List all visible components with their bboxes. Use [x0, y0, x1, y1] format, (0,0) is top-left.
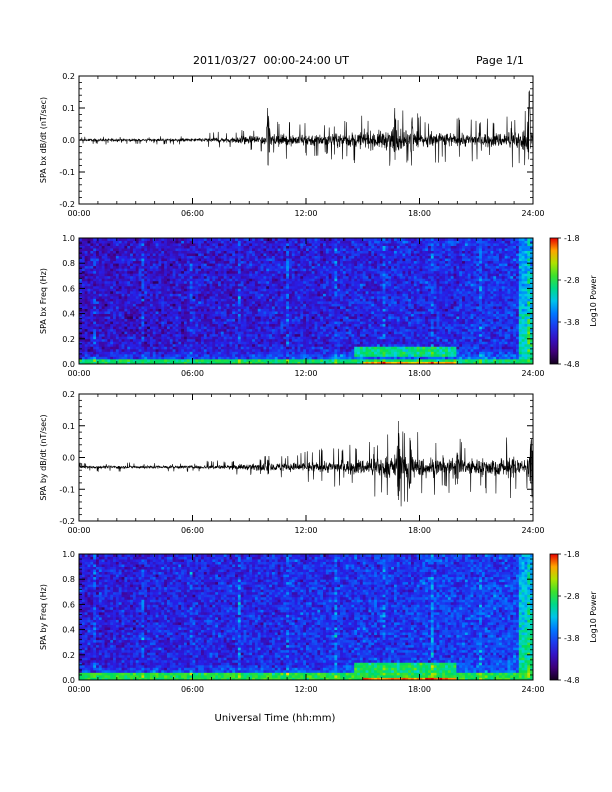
colorbar-label: Log10 Power [589, 275, 598, 327]
y-tick-label: -0.2 [59, 517, 75, 526]
y-tick-label: 0.0 [62, 136, 75, 145]
x-tick-label: 18:00 [408, 526, 431, 535]
spectrogram-cells [79, 554, 534, 681]
figure-title: 2011/03/27 00:00-24:00 UT [193, 54, 350, 67]
x-tick-label: 18:00 [408, 369, 431, 378]
x-tick-label: 12:00 [294, 209, 317, 218]
y-axis-label: SPA bx Freq (Hz) [39, 268, 48, 334]
y-tick-label: 0.6 [62, 284, 75, 293]
colorbar-tick-label: -2.8 [564, 592, 580, 601]
x-tick-label: 00:00 [67, 209, 90, 218]
x-tick-label: 00:00 [67, 685, 90, 694]
colorbar-tick-label: -3.8 [564, 634, 580, 643]
x-tick-label: 18:00 [408, 209, 431, 218]
page-indicator: Page 1/1 [476, 54, 524, 67]
panel-1: 00:00 06:00 12:00 18:00 24:00 -0.2 -0.1 0.0 0.1 0… [39, 72, 545, 218]
y-tick-label: 0.2 [62, 651, 75, 660]
y-tick-label: 1.0 [62, 234, 75, 243]
y-tick-label: 0.2 [62, 390, 75, 399]
x-tick-label: 06:00 [181, 209, 204, 218]
y-tick-label: -0.1 [59, 485, 75, 494]
spectrogram-cells [79, 238, 534, 365]
panel-3: 00:00 06:00 12:00 18:00 24:00 -0.2 -0.1 0.0 0.1 0… [39, 390, 545, 535]
x-tick-label: 06:00 [181, 369, 204, 378]
y-tick-label: 0.4 [62, 626, 75, 635]
x-tick-label: 18:00 [408, 685, 431, 694]
x-tick-label: 12:00 [294, 526, 317, 535]
y-axis-label: SPA by dB/dt (nT/sec) [39, 414, 48, 500]
y-axis-label: SPA by Freq (Hz) [39, 584, 48, 650]
x-tick-label: 24:00 [521, 369, 544, 378]
colorbar-label: Log10 Power [589, 591, 598, 643]
x-tick-label: 06:00 [181, 685, 204, 694]
x-tick-label: 00:00 [67, 526, 90, 535]
colorbar-tick-label: -1.8 [564, 234, 580, 243]
y-axis-label: SPA bx dB/dt (nT/sec) [39, 97, 48, 183]
y-tick-label: 0.1 [62, 422, 75, 431]
x-tick-label: 06:00 [181, 526, 204, 535]
colorbar [549, 237, 559, 365]
panel-4: -1.8 -2.8 -3.8 -4.8 Log10 Power 00:00 06:00 12:… [39, 550, 598, 694]
y-tick-label: 0.0 [62, 360, 75, 369]
x-tick-label: 24:00 [521, 526, 544, 535]
x-axis-label: Universal Time (hh:mm) [215, 713, 336, 724]
y-tick-label: -0.1 [59, 168, 75, 177]
y-tick-label: 0.8 [62, 259, 75, 268]
colorbar-tick-label: -1.8 [564, 550, 580, 559]
x-tick-label: 00:00 [67, 369, 90, 378]
x-tick-label: 24:00 [521, 685, 544, 694]
x-tick-label: 24:00 [521, 209, 544, 218]
y-tick-label: 0.8 [62, 575, 75, 584]
y-tick-label: -0.2 [59, 200, 75, 209]
colorbar-tick-label: -4.8 [564, 360, 580, 369]
colorbar [549, 553, 559, 681]
y-tick-label: 0.6 [62, 600, 75, 609]
y-tick-label: 0.1 [62, 104, 75, 113]
colorbar-tick-label: -2.8 [564, 276, 580, 285]
y-tick-label: 1.0 [62, 550, 75, 559]
colorbar-tick-label: -4.8 [564, 676, 580, 685]
y-tick-label: 0.2 [62, 72, 75, 81]
x-tick-label: 12:00 [294, 369, 317, 378]
y-tick-label: 0.2 [62, 335, 75, 344]
y-tick-label: 0.4 [62, 310, 75, 319]
colorbar-tick-label: -3.8 [564, 318, 580, 327]
signal-trace [78, 90, 534, 168]
panel-2: -1.8 -2.8 -3.8 -4.8 Log10 Power 00:00 06:00 12:… [39, 234, 598, 378]
signal-trace [78, 420, 534, 507]
y-tick-label: 0.0 [62, 676, 75, 685]
x-tick-label: 12:00 [294, 685, 317, 694]
y-tick-label: 0.0 [62, 454, 75, 463]
